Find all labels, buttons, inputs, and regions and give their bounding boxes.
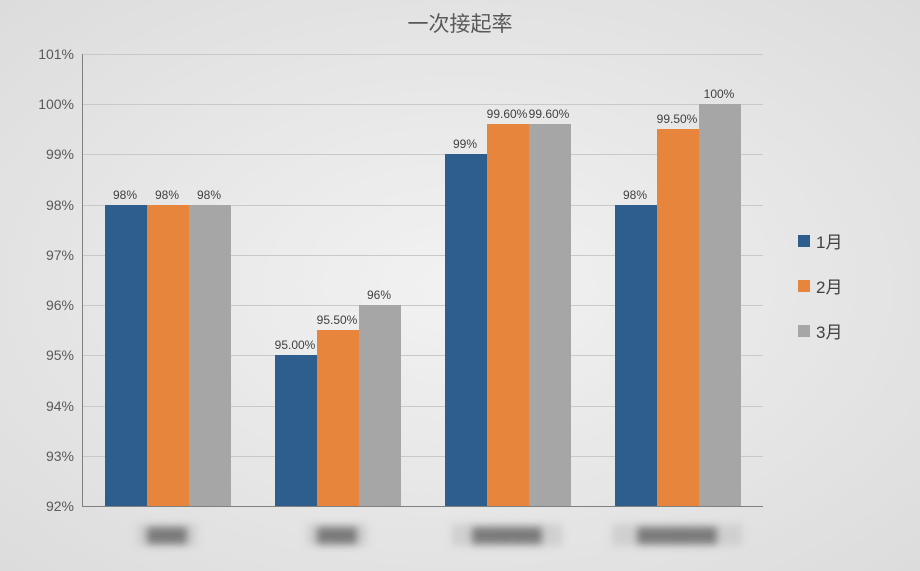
bar xyxy=(529,124,571,506)
bar xyxy=(189,205,231,506)
bar-value-label: 96% xyxy=(367,288,391,302)
bar-value-label: 95.00% xyxy=(275,338,316,352)
bar-value-label: 98% xyxy=(113,188,137,202)
y-tick-label: 101% xyxy=(14,46,74,62)
bar-value-label: 95.50% xyxy=(317,313,358,327)
legend-swatch xyxy=(798,280,810,292)
x-category-label: ████ xyxy=(307,524,367,546)
bar xyxy=(147,205,189,506)
x-category-label: ███████ xyxy=(452,524,562,546)
legend-label: 3月 xyxy=(816,318,842,343)
legend-swatch xyxy=(798,235,810,247)
x-category-label: ████ xyxy=(137,524,197,546)
legend-swatch xyxy=(798,325,810,337)
bar xyxy=(445,154,487,506)
bar-value-label: 99.60% xyxy=(529,107,570,121)
y-tick-label: 100% xyxy=(14,96,74,112)
legend-item: 2月 xyxy=(798,273,842,298)
y-tick-label: 96% xyxy=(14,297,74,313)
y-tick-label: 93% xyxy=(14,448,74,464)
bar xyxy=(359,305,401,506)
y-tick-label: 95% xyxy=(14,347,74,363)
chart-title: 一次接起率 xyxy=(0,8,920,38)
bar-value-label: 98% xyxy=(623,188,647,202)
bar xyxy=(657,129,699,506)
gridline xyxy=(83,54,763,55)
bar xyxy=(699,104,741,506)
y-tick-label: 97% xyxy=(14,247,74,263)
legend-item: 1月 xyxy=(798,228,842,253)
bar-value-label: 100% xyxy=(704,87,735,101)
bar-value-label: 98% xyxy=(197,188,221,202)
bar xyxy=(487,124,529,506)
legend-label: 2月 xyxy=(816,273,842,298)
bar-value-label: 99.60% xyxy=(487,107,528,121)
gridline xyxy=(83,104,763,105)
legend: 1月 2月 3月 xyxy=(798,228,842,363)
bar xyxy=(615,205,657,506)
legend-label: 1月 xyxy=(816,228,842,253)
bar xyxy=(317,330,359,506)
y-tick-label: 92% xyxy=(14,498,74,514)
y-tick-label: 99% xyxy=(14,146,74,162)
y-tick-label: 94% xyxy=(14,398,74,414)
bar-value-label: 99.50% xyxy=(657,112,698,126)
chart-container: 一次接起率 1月 2月 3月 92% 93% 94% 95% 96% 97% 98% 99% 100… xyxy=(0,0,920,571)
legend-item: 3月 xyxy=(798,318,842,343)
bar xyxy=(105,205,147,506)
y-tick-label: 98% xyxy=(14,197,74,213)
bar xyxy=(275,355,317,506)
x-category-label: ████████ xyxy=(612,524,742,546)
bar-value-label: 98% xyxy=(155,188,179,202)
bar-value-label: 99% xyxy=(453,137,477,151)
